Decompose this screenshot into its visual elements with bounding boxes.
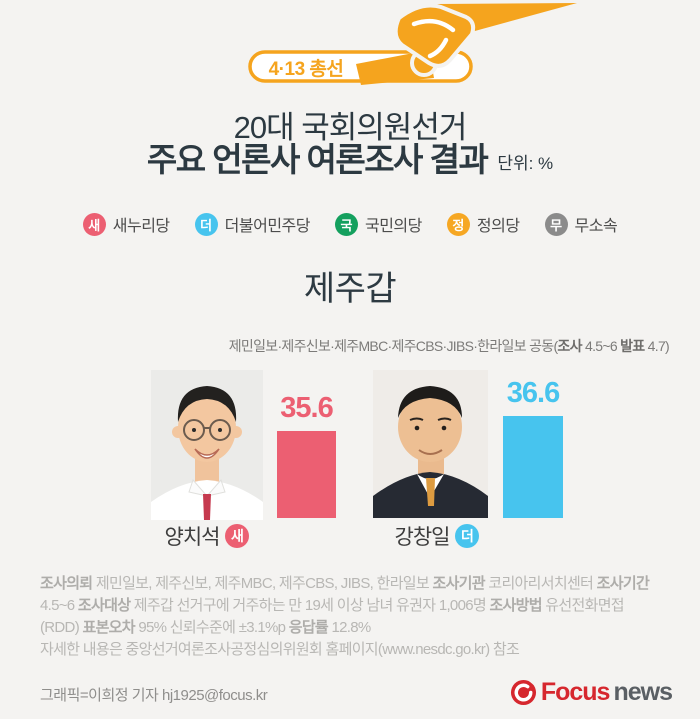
legend-item-justice: 정 정의당 xyxy=(446,212,520,236)
candidate-name: 양치석 xyxy=(164,526,221,549)
survey-line4: 자세한 내용은 중앙선거여론조사공정심의위원회 홈페이지(www.nesdc.g… xyxy=(40,641,520,658)
logo-text-focus: Focus xyxy=(540,678,611,706)
party-name: 국민의당 xyxy=(364,218,422,235)
party-circle-guk: 국 xyxy=(334,212,358,236)
focus-logo-mark-icon xyxy=(510,679,537,706)
page-title-line1: 20대 국회의원선거 xyxy=(233,110,468,145)
survey-label: 조사방법 xyxy=(489,597,542,614)
poll-source-line: 제민일보·제주신보·제주MBC·제주CBS·JIBS·한라일보 공동(조사 4.… xyxy=(228,336,670,356)
source-text: 4.7) xyxy=(644,338,670,354)
legend-item-kookmin: 국 국민의당 xyxy=(334,212,422,236)
candidate-photo-yang xyxy=(151,370,263,520)
vote-stamp-illustration xyxy=(248,3,577,85)
legend-item-independent: 무 무소속 xyxy=(544,212,618,236)
party-circle-mu: 무 xyxy=(544,212,568,236)
survey-text: 95% 신뢰수준에 ±3.1%p xyxy=(134,619,289,636)
election-badge: 4·13 총선 xyxy=(268,58,344,80)
party-circle-sae: 새 xyxy=(82,212,106,236)
candidate-name-row-yang: 양치석 새 xyxy=(131,522,283,550)
survey-text: 4.5~6 xyxy=(40,597,78,614)
survey-label: 조사기관 xyxy=(432,575,485,592)
party-name: 더불어민주당 xyxy=(224,218,311,235)
party-name: 무소속 xyxy=(574,218,618,235)
candidate-name: 강창일 xyxy=(394,526,451,549)
fist-icon xyxy=(393,3,476,68)
unit-label: 단위: % xyxy=(497,154,554,174)
survey-line1: 조사의뢰 제민일보, 제주신보, 제주MBC, 제주CBS, JIBS, 한라일… xyxy=(40,573,668,595)
candidate-party-badge: 새 xyxy=(225,524,250,548)
party-circle-jeong: 정 xyxy=(446,212,470,236)
source-text: 제민일보·제주신보·제주MBC·제주CBS·JIBS·한라일보 공동( xyxy=(228,338,558,354)
survey-text: 12.8% xyxy=(328,619,372,636)
page-title-line2: 주요 언론사 여론조사 결과 xyxy=(146,141,489,178)
party-name: 정의당 xyxy=(476,218,520,235)
survey-label: 조사기간 xyxy=(596,575,650,592)
survey-text: 코리아리서치센터 xyxy=(484,575,597,592)
poll-value-kang: 36.6 xyxy=(506,377,560,409)
party-circle-deo: 더 xyxy=(194,212,218,236)
page-title-row2: 주요 언론사 여론조사 결과 단위: % xyxy=(0,141,700,178)
source-label-survey: 조사 xyxy=(557,338,582,354)
survey-text: 제주갑 선거구에 거주하는 만 19세 이상 남녀 유권자 1,006명 xyxy=(130,597,490,614)
legend-item-saenuri: 새 새누리당 xyxy=(82,212,170,236)
survey-methodology: 조사의뢰 제민일보, 제주신보, 제주MBC, 제주CBS, JIBS, 한라일… xyxy=(40,573,668,661)
survey-label: 조사대상 xyxy=(77,597,131,614)
graphic-credit: 그래픽=이희정 기자 hj1925@focus.kr xyxy=(40,687,268,704)
legend-item-minjoo: 더 더불어민주당 xyxy=(194,212,311,236)
survey-text: 유선전화면접 xyxy=(541,597,624,614)
focus-news-logo: Focus news xyxy=(510,678,673,707)
survey-text: 제민일보, 제주신보, 제주MBC, 제주CBS, JIBS, 한라일보 xyxy=(92,575,433,592)
poll-bar-kang xyxy=(503,416,563,518)
poll-bar-yang xyxy=(277,431,336,518)
source-text: 4.5~6 xyxy=(581,338,621,354)
party-name: 새누리당 xyxy=(112,218,170,235)
survey-label: 응답률 xyxy=(288,619,329,636)
source-label-announce: 발표 xyxy=(620,338,645,354)
fist-detail-line2 xyxy=(427,37,449,59)
candidate-photo-kang xyxy=(373,370,488,518)
party-legend: 새 새누리당 더 더불어민주당 국 국민의당 정 정의당 무 무소속 xyxy=(0,212,700,236)
candidate-name-row-kang: 강창일 더 xyxy=(361,522,513,550)
logo-text-news: news xyxy=(613,678,673,706)
survey-label: 표본오차 xyxy=(82,619,135,636)
survey-label: 조사의뢰 xyxy=(40,575,93,592)
survey-line2: 4.5~6 조사대상 제주갑 선거구에 거주하는 만 19세 이상 남녀 유권자… xyxy=(40,595,668,617)
district-title: 제주갑 xyxy=(303,270,397,308)
survey-text: (RDD) xyxy=(40,619,83,636)
candidate-party-badge: 더 xyxy=(455,524,480,548)
poll-value-yang: 35.6 xyxy=(280,392,333,424)
fist-detail-line xyxy=(411,18,456,33)
survey-line3: (RDD) 표본오차 95% 신뢰수준에 ±3.1%p 응답률 12.8% xyxy=(40,617,668,639)
